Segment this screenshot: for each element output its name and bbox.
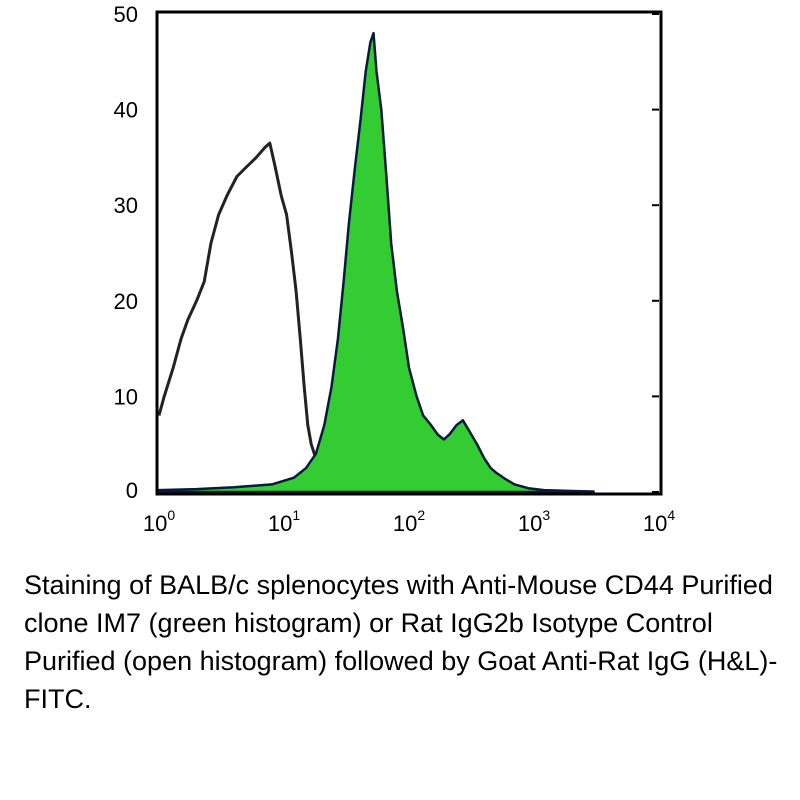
y-tick-label: 20 — [114, 289, 138, 314]
y-tick-label: 30 — [114, 193, 138, 218]
figure-caption: Staining of BALB/c splenocytes with Anti… — [24, 570, 778, 714]
x-tick-label: 102 — [393, 507, 425, 536]
y-tick-label: 10 — [114, 384, 138, 409]
tick-layer: 0 10 20 30 40 50 100 101 102 103 104 — [114, 2, 676, 536]
x-tick-label: 104 — [643, 507, 675, 536]
green-histogram — [157, 31, 595, 494]
plot-frame — [155, 10, 663, 496]
y-tick-label: 50 — [114, 2, 138, 27]
x-tick-label: 103 — [518, 507, 550, 536]
histogram-chart: 0 10 20 30 40 50 100 101 102 103 104 — [114, 2, 676, 536]
plot-layer — [157, 31, 595, 494]
x-tick-label: 100 — [143, 507, 175, 536]
y-tick-label: 40 — [114, 98, 138, 123]
open-histogram — [157, 141, 331, 475]
y-tick-label: 0 — [126, 478, 138, 503]
x-tick-label: 101 — [268, 507, 300, 536]
